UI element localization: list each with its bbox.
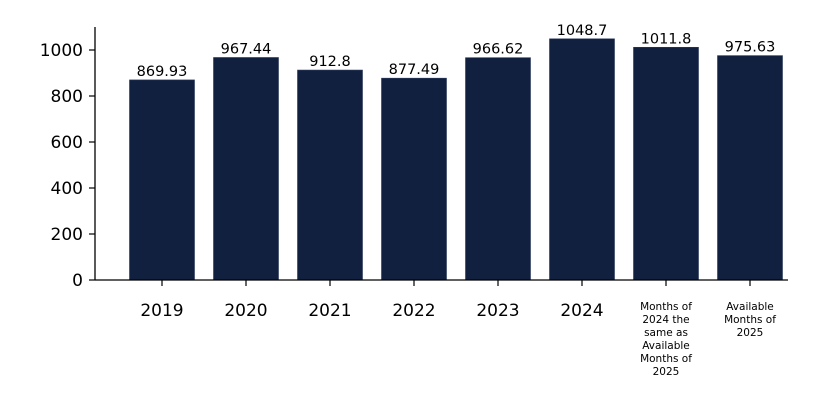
y-tick-label-3: 600 xyxy=(51,133,83,153)
plot-area: 869.93 967.44 912.8 877.49 966.62 1048.7 1011.… xyxy=(40,23,788,378)
bar-4 xyxy=(465,57,531,281)
x-tick-label-2: 2021 xyxy=(308,301,351,321)
bar-6 xyxy=(633,46,699,281)
data-label-7: 975.63 xyxy=(725,40,776,56)
bar-1 xyxy=(213,57,279,281)
data-label-4: 966.62 xyxy=(473,42,524,58)
bar-5 xyxy=(549,38,615,281)
data-label-3: 877.49 xyxy=(389,62,440,78)
bar-0 xyxy=(129,79,195,281)
data-label-6: 1011.8 xyxy=(641,31,692,47)
x-tick-label-6: Months of 2024 the same as Available Months … xyxy=(640,301,692,378)
x-tick-label-3: 2022 xyxy=(392,301,435,321)
data-label-0: 869.93 xyxy=(137,64,188,80)
bar-2 xyxy=(297,69,363,281)
y-tick-label-5: 1000 xyxy=(40,41,83,61)
bar-3 xyxy=(381,77,447,281)
data-label-2: 912.8 xyxy=(309,54,351,70)
y-tick-label-4: 800 xyxy=(51,87,83,107)
x-tick-label-7: Available Months of 2025 xyxy=(724,301,776,339)
x-tick-label-1: 2020 xyxy=(224,301,267,321)
x-tick-label-5: 2024 xyxy=(560,301,603,321)
y-tick-label-2: 400 xyxy=(51,179,83,199)
bar-7 xyxy=(717,55,783,281)
y-tick-label-1: 200 xyxy=(51,225,83,245)
x-tick-label-0: 2019 xyxy=(140,301,183,321)
y-tick-label-0: 0 xyxy=(72,271,83,291)
x-tick-label-4: 2023 xyxy=(476,301,519,321)
data-label-5: 1048.7 xyxy=(557,23,608,39)
data-label-1: 967.44 xyxy=(221,41,272,57)
